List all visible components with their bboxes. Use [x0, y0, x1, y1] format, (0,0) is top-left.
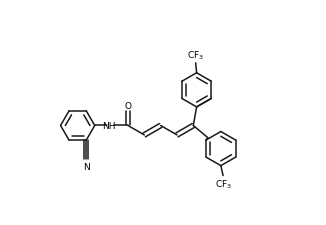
Text: NH: NH — [102, 122, 116, 130]
Text: N: N — [83, 162, 90, 171]
Text: CF$_3$: CF$_3$ — [187, 49, 204, 62]
Text: CF$_3$: CF$_3$ — [215, 178, 231, 190]
Text: O: O — [125, 102, 132, 111]
